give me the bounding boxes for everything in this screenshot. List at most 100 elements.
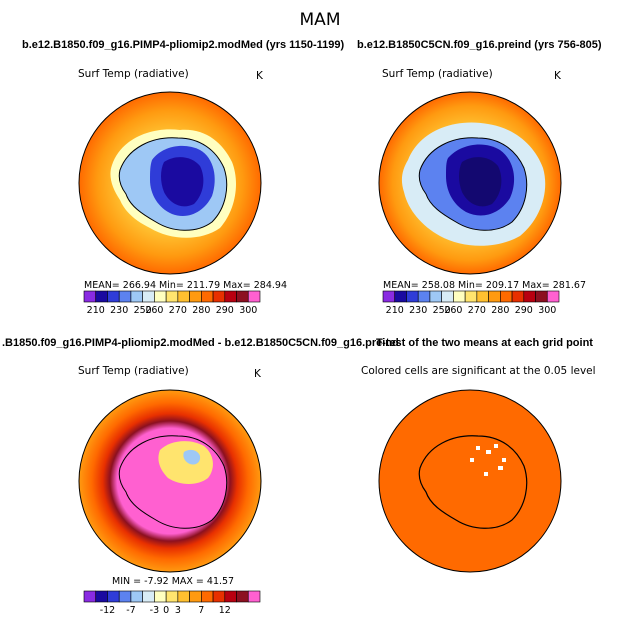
panel2-colorbar-swatch (406, 290, 419, 303)
panel4-coastline (418, 435, 528, 529)
panel1-colorbar-swatch (224, 290, 237, 303)
panel1-colorbar-swatch (130, 290, 143, 303)
panel1-map (78, 91, 262, 275)
panel1-colorbar-swatch (95, 290, 108, 303)
panel1-units: K (256, 70, 263, 82)
panel1-colorbar-tick-label: 250 (134, 305, 152, 316)
panel2-colorbar-swatch (453, 290, 466, 303)
panel2-colorbar-swatch (488, 290, 501, 303)
panel3-variable: Surf Temp (radiative) (78, 365, 189, 377)
panel2-colorbar-swatch (500, 290, 513, 303)
panel2-variable: Surf Temp (radiative) (382, 68, 493, 80)
panel3-colorbar-swatch (83, 590, 97, 603)
panel2-colorbar-swatch (429, 290, 442, 303)
panel1-colorbar-swatch (165, 290, 179, 303)
panel1-colorbar-tick-label: 280 (192, 305, 210, 316)
panel4-nonsig-cell (470, 458, 474, 462)
panel2-colorbar-swatch (394, 290, 407, 303)
panel3-colorbar-tick-label: 7 (198, 605, 204, 616)
panel3-colorbar-tick-label: 0 (163, 605, 169, 616)
panel1-colorbar-swatch (201, 290, 214, 303)
panel1-colorbar-swatch (177, 290, 190, 303)
panel1-stats: MEAN= 266.94 Min= 211.79 Max= 284.94 (84, 280, 288, 291)
panel4-title: T-test of the two means at each grid poi… (376, 337, 593, 349)
panel3-colorbar-swatch (118, 590, 132, 603)
panel1-colorbar-tick-label: 210 (87, 305, 105, 316)
panel4-nonsig-cell (486, 450, 491, 454)
panel1-colorbar-swatch (154, 290, 167, 303)
panel2-colorbar-swatch (417, 290, 431, 303)
panel2-colorbar-swatch (464, 290, 478, 303)
panel3-colorbar-swatch (212, 590, 226, 603)
panel3-colorbar-swatch (95, 590, 108, 603)
panel3-colorbar-swatch (224, 590, 237, 603)
panel1-variable: Surf Temp (radiative) (78, 68, 189, 80)
panel3-colorbar-swatch (154, 590, 167, 603)
panel2-colorbar-swatch (546, 290, 560, 303)
panel3-colorbar-swatch (236, 590, 249, 603)
panel3-map (78, 389, 262, 573)
panel1-colorbar-swatch (189, 290, 202, 303)
panel1-colorbar-swatch (236, 290, 249, 303)
panel3-units: K (254, 368, 261, 380)
panel3-colorbar-swatch (130, 590, 143, 603)
panel3-stats: MIN = -7.92 MAX = 41.57 (112, 576, 235, 587)
panel3-title: .B1850.f09_g16.PIMP4-pliomip2.modMed - b… (2, 337, 399, 349)
panel3-colorbar-swatch (177, 590, 190, 603)
panel2-colorbar-tick-label: 210 (386, 305, 404, 316)
panel2-colorbar-tick-label: 260 (444, 305, 462, 316)
panel2-colorbar-swatch (441, 290, 454, 303)
panel1-colorbar-swatch (83, 290, 97, 303)
panel1-colorbar-swatch (118, 290, 132, 303)
panel2-colorbar-swatch (476, 290, 489, 303)
panel2-colorbar-tick-label: 300 (538, 305, 556, 316)
panel3-colorbar-swatch (142, 590, 155, 603)
panel4-nonsig-cell (498, 466, 503, 470)
panel4-disk (378, 389, 562, 573)
panel2-colorbar-swatch (523, 290, 536, 303)
panel3-cool-spot (183, 449, 201, 465)
panel2-colorbar-swatch (535, 290, 548, 303)
panel1-colorbar-swatch (107, 290, 120, 303)
panel1-colorbar-swatch (212, 290, 226, 303)
panel2-core (459, 157, 502, 207)
panel2-map (378, 91, 562, 275)
panel3-colorbar-tick-label: -12 (100, 605, 116, 616)
panel1-colorbar-tick-label: 290 (216, 305, 234, 316)
panel4-nonsig-cell (476, 446, 480, 450)
panel1-colorbar-swatch (247, 290, 261, 303)
panel3-colorbar-tick-label: -7 (126, 605, 135, 616)
panel3-colorbar-swatch (247, 590, 261, 603)
panel3-colorbar-tick-label: 12 (219, 605, 231, 616)
panel1-colorbar-tick-label: 300 (239, 305, 257, 316)
panel3-colorbar: -12 -7 -3 0 3 7 12 (83, 590, 261, 616)
panel2-stats: MEAN= 258.08 Min= 209.17 Max= 281.67 (383, 280, 587, 291)
panel2-colorbar-swatch (511, 290, 525, 303)
panel3-colorbar-swatch (165, 590, 179, 603)
panel3-colorbar-tick-label: -3 (150, 605, 159, 616)
panel2-title: b.e12.B1850C5CN.f09_g16.preind (yrs 756-… (357, 39, 602, 51)
panel3-colorbar-swatch (107, 590, 120, 603)
panel1-colorbar-tick-label: 260 (145, 305, 163, 316)
panel4-nonsig-cell (494, 444, 498, 448)
panel4-nonsig-cell (484, 472, 488, 476)
panel4-note: Colored cells are significant at the 0.0… (361, 365, 596, 377)
panel1-colorbar-swatch (142, 290, 155, 303)
panel2-units: K (554, 70, 561, 82)
panel3-colorbar-swatch (189, 590, 202, 603)
panel4-nonsig-cell (502, 458, 506, 462)
panel3-colorbar-tick-label: 3 (175, 605, 181, 616)
panel2-colorbar-tick-label: 270 (468, 305, 486, 316)
panel1-colorbar-tick-label: 270 (169, 305, 187, 316)
panel2-colorbar-tick-label: 230 (409, 305, 427, 316)
panel4-map (378, 389, 562, 573)
panel3-colorbar-swatch (201, 590, 214, 603)
panel2-colorbar-tick-label: 280 (491, 305, 509, 316)
figure-title: MAM (299, 10, 341, 30)
panel3-warm-core (158, 441, 213, 484)
panel2-colorbar-tick-label: 290 (515, 305, 533, 316)
panel2-colorbar-swatch (382, 290, 396, 303)
